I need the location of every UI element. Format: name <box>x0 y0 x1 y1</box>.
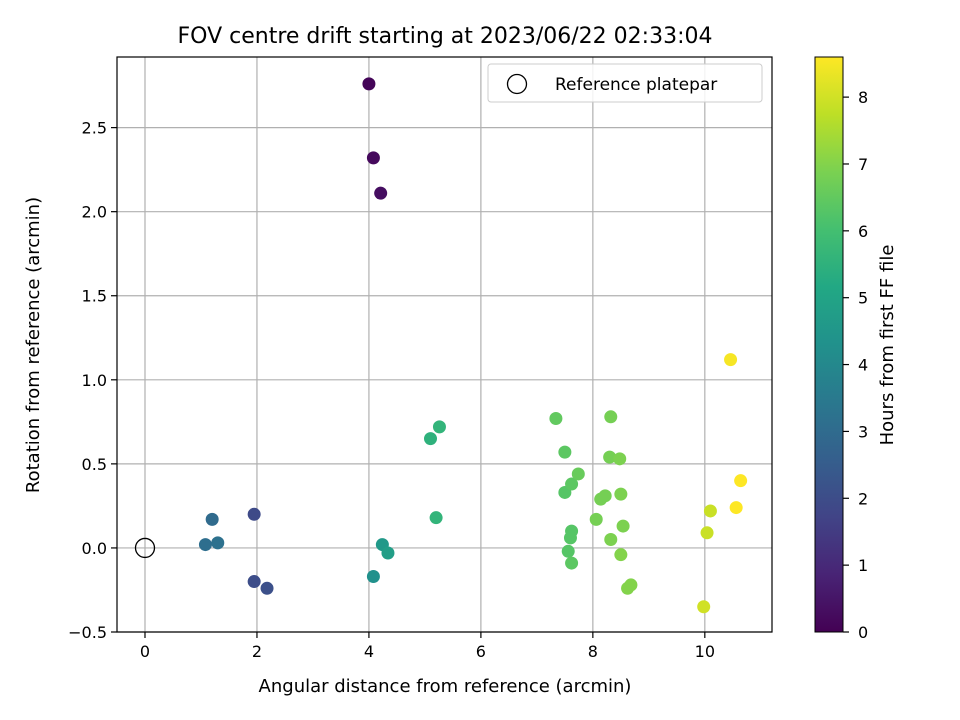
colorbar-tick-label: 0 <box>858 623 868 642</box>
legend: Reference platepar <box>487 63 763 103</box>
reference-marker <box>134 537 156 559</box>
colorbar-tick-label: 6 <box>858 222 868 241</box>
colorbar-tick-label: 2 <box>858 489 868 508</box>
data-point <box>362 77 376 91</box>
colorbar-label: Hours from first FF file <box>877 245 898 446</box>
data-point <box>381 546 395 560</box>
data-point <box>366 570 380 584</box>
y-axis-ticks: −0.5 0.0 0.5 1.0 1.5 2.0 2.5 <box>68 119 117 642</box>
data-point <box>432 420 446 434</box>
data-point <box>561 544 575 558</box>
y-tick-label: −0.5 <box>68 623 107 642</box>
data-point <box>734 474 748 488</box>
y-tick-label: 2.0 <box>82 203 107 222</box>
colorbar-tick-label: 5 <box>858 289 868 308</box>
colorbar-tick-label: 4 <box>858 356 868 375</box>
legend-box <box>487 63 763 103</box>
data-point <box>366 151 380 165</box>
colorbar-tick-label: 8 <box>858 88 868 107</box>
legend-marker <box>506 73 528 95</box>
x-tick-label: 2 <box>252 642 262 661</box>
x-tick-label: 0 <box>140 642 150 661</box>
y-tick-label: 0.5 <box>82 455 107 474</box>
data-point <box>247 575 261 589</box>
data-point <box>729 501 743 515</box>
data-point <box>616 519 630 533</box>
data-point <box>697 600 711 614</box>
data-point <box>614 487 628 501</box>
data-point <box>211 536 225 550</box>
data-point <box>549 411 563 425</box>
x-axis-label: Angular distance from reference (arcmin) <box>259 676 632 697</box>
x-axis-ticks: 0 2 4 6 8 10 <box>140 632 715 661</box>
data-point <box>565 477 579 491</box>
data-point <box>563 531 577 545</box>
x-tick-label: 6 <box>476 642 486 661</box>
y-axis-label: Rotation from reference (arcmin) <box>23 197 44 493</box>
data-point <box>598 489 612 503</box>
data-point <box>613 452 627 466</box>
x-tick-label: 10 <box>695 642 715 661</box>
legend-entry-reference-platepar: Reference platepar <box>555 75 717 95</box>
data-point <box>198 538 212 552</box>
data-point <box>589 512 603 526</box>
data-point <box>703 504 717 518</box>
data-point <box>724 353 738 367</box>
chart-title: FOV centre drift starting at 2023/06/22 … <box>178 24 713 49</box>
y-tick-label: 2.5 <box>82 119 107 138</box>
y-tick-label: 1.5 <box>82 287 107 306</box>
data-point <box>621 581 635 595</box>
colorbar-tick-label: 3 <box>858 422 868 441</box>
data-point <box>205 512 219 526</box>
data-point <box>700 526 714 540</box>
data-point <box>558 445 572 459</box>
plot-frame <box>116 56 773 633</box>
data-points <box>198 77 748 614</box>
x-tick-label: 8 <box>588 642 598 661</box>
colorbar-tick-label: 1 <box>858 556 868 575</box>
colorbar-ticks: 0 1 2 3 4 5 6 7 8 <box>843 88 868 642</box>
colorbar: 0 1 2 3 4 5 6 7 8 Hours from first FF file <box>814 56 898 642</box>
data-point <box>603 450 617 464</box>
grid <box>117 57 772 633</box>
data-point <box>565 556 579 570</box>
data-point <box>571 467 585 481</box>
y-tick-label: 1.0 <box>82 371 107 390</box>
data-point <box>614 548 628 562</box>
reference-platepar-marker <box>134 537 156 559</box>
data-point <box>604 410 618 424</box>
data-point <box>260 581 274 595</box>
colorbar-gradient <box>814 56 844 633</box>
x-tick-label: 4 <box>364 642 374 661</box>
data-point <box>429 511 443 525</box>
y-tick-label: 0.0 <box>82 539 107 558</box>
data-point <box>247 507 261 521</box>
data-point <box>424 432 438 446</box>
colorbar-tick-label: 7 <box>858 155 868 174</box>
data-point <box>604 533 618 547</box>
data-point <box>374 186 388 200</box>
